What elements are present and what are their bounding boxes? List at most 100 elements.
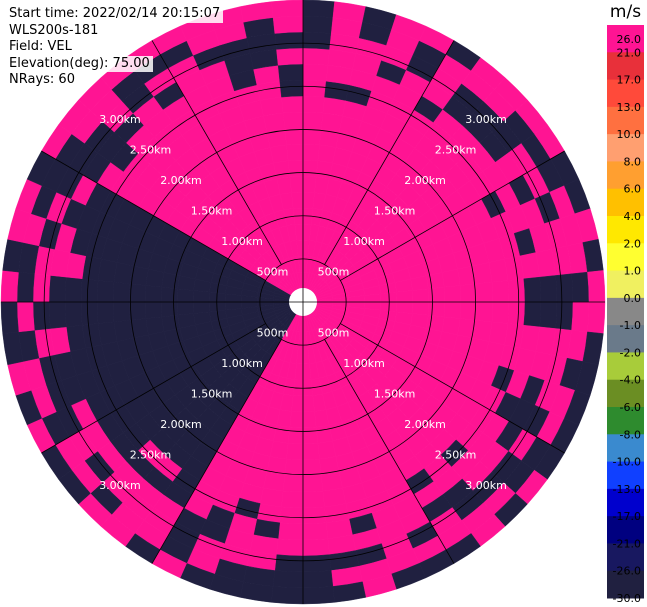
velocity-cell <box>472 262 493 285</box>
velocity-cell <box>192 301 210 314</box>
velocity-cell <box>320 471 343 492</box>
colorbar-tick-label: -8.0 <box>620 428 641 441</box>
velocity-cell <box>160 301 178 318</box>
velocity-cell <box>523 301 542 328</box>
range-label: 2.50km <box>130 143 172 156</box>
velocity-cell <box>302 443 320 461</box>
velocity-cell <box>32 301 51 331</box>
range-label: 2.50km <box>130 449 172 462</box>
velocity-cell <box>302 363 312 381</box>
velocity-cell <box>289 411 304 429</box>
colorbar-swatch <box>607 243 644 272</box>
azimuth-spoke <box>340 323 565 454</box>
range-label: 1.50km <box>191 204 233 217</box>
velocity-cell <box>302 15 334 34</box>
velocity-cell <box>160 286 178 303</box>
velocity-cell <box>276 47 304 66</box>
range-label: 500m <box>257 265 289 278</box>
range-label: 3.00km <box>465 113 507 126</box>
colorbar-unit: m/s <box>610 2 641 22</box>
colorbar-tick-label: 4.0 <box>624 210 642 223</box>
colorbar-swatch <box>607 216 644 244</box>
velocity-cell <box>145 316 165 336</box>
velocity-cell <box>459 283 478 303</box>
velocity-cell <box>287 159 304 177</box>
range-label: 3.00km <box>99 479 141 492</box>
velocity-cell <box>112 301 131 323</box>
velocity-cell <box>282 474 304 493</box>
velocity-cell <box>491 280 510 303</box>
velocity-cell <box>16 301 35 333</box>
velocity-cell <box>523 276 542 303</box>
velocity-cell <box>302 395 315 413</box>
velocity-cell <box>302 474 324 493</box>
velocity-cell <box>587 301 606 334</box>
colorbar-swatch <box>607 379 644 408</box>
velocity-cell <box>0 301 19 334</box>
velocity-cell <box>412 288 430 303</box>
velocity-cell <box>302 175 317 193</box>
range-label: 2.00km <box>404 418 446 431</box>
colorbar-tick-label: 13.0 <box>617 101 642 114</box>
velocity-cell <box>286 443 304 461</box>
range-grid <box>1 0 605 604</box>
velocity-cell <box>176 301 194 316</box>
colorbar-tick-label: -21.0 <box>613 537 641 550</box>
velocity-cell <box>277 522 304 541</box>
range-label: 2.50km <box>435 449 477 462</box>
velocity-cell <box>64 301 83 328</box>
velocity-cell <box>302 411 317 429</box>
velocity-cell <box>48 275 67 303</box>
colorbar-swatch <box>607 270 644 299</box>
velocity-cell <box>302 427 319 445</box>
velocity-cell <box>428 301 446 318</box>
velocity-cell <box>444 301 462 319</box>
velocity-cell <box>272 570 304 589</box>
colorbar-tick-label: 8.0 <box>624 155 642 168</box>
colorbar-tick-label: 2.0 <box>624 237 642 250</box>
velocity-cell <box>302 570 334 589</box>
range-labels: 500m 1.00km 1.50km 2.00km 2.50km 3.00km 500m 1.… <box>99 113 507 492</box>
velocity-cell <box>302 522 329 541</box>
velocity-cell <box>32 273 51 303</box>
velocity-sweep <box>0 0 606 605</box>
instrument-label: WLS200s-181 <box>6 22 102 39</box>
range-label: 1.50km <box>374 204 416 217</box>
velocity-cell <box>144 301 162 319</box>
range-label: 2.00km <box>160 418 202 431</box>
velocity-cell <box>112 281 131 303</box>
velocity-cell <box>539 275 558 303</box>
velocity-cell <box>302 79 327 98</box>
velocity-cell <box>302 554 332 573</box>
velocity-cell <box>281 490 304 509</box>
velocity-cell <box>48 301 67 329</box>
velocity-cell <box>286 143 304 161</box>
range-label: 500m <box>318 265 350 278</box>
range-label: 1.00km <box>343 235 385 248</box>
velocity-cell <box>224 301 242 311</box>
range-label: 500m <box>318 327 350 340</box>
velocity-cell <box>279 79 304 98</box>
range-label: 2.50km <box>435 143 477 156</box>
azimuth-spoke <box>151 40 282 265</box>
velocity-cell <box>444 285 462 303</box>
velocity-cell <box>287 427 304 445</box>
colorbar-tick-label: -26.0 <box>613 565 641 578</box>
colorbar-swatch <box>607 25 644 53</box>
colorbar-swatch <box>607 516 644 544</box>
velocity-cell <box>274 31 304 50</box>
velocity-cell <box>555 301 574 331</box>
velocity-cell <box>302 127 322 146</box>
velocity-cell <box>279 506 304 525</box>
velocity-cell <box>16 271 35 303</box>
azimuth-spoke <box>324 40 455 265</box>
velocity-cell <box>571 271 590 303</box>
azimuth-spoke <box>340 150 565 281</box>
colorbar-swatch <box>607 161 644 190</box>
field-label: Field: VEL <box>6 39 75 56</box>
elevation-label: Elevation(deg): 75.00 <box>6 55 153 72</box>
velocity-cell <box>396 301 414 314</box>
velocity-cell <box>302 586 335 605</box>
colorbar-tick-label: 21.0 <box>617 46 642 59</box>
velocity-cell <box>263 471 286 492</box>
